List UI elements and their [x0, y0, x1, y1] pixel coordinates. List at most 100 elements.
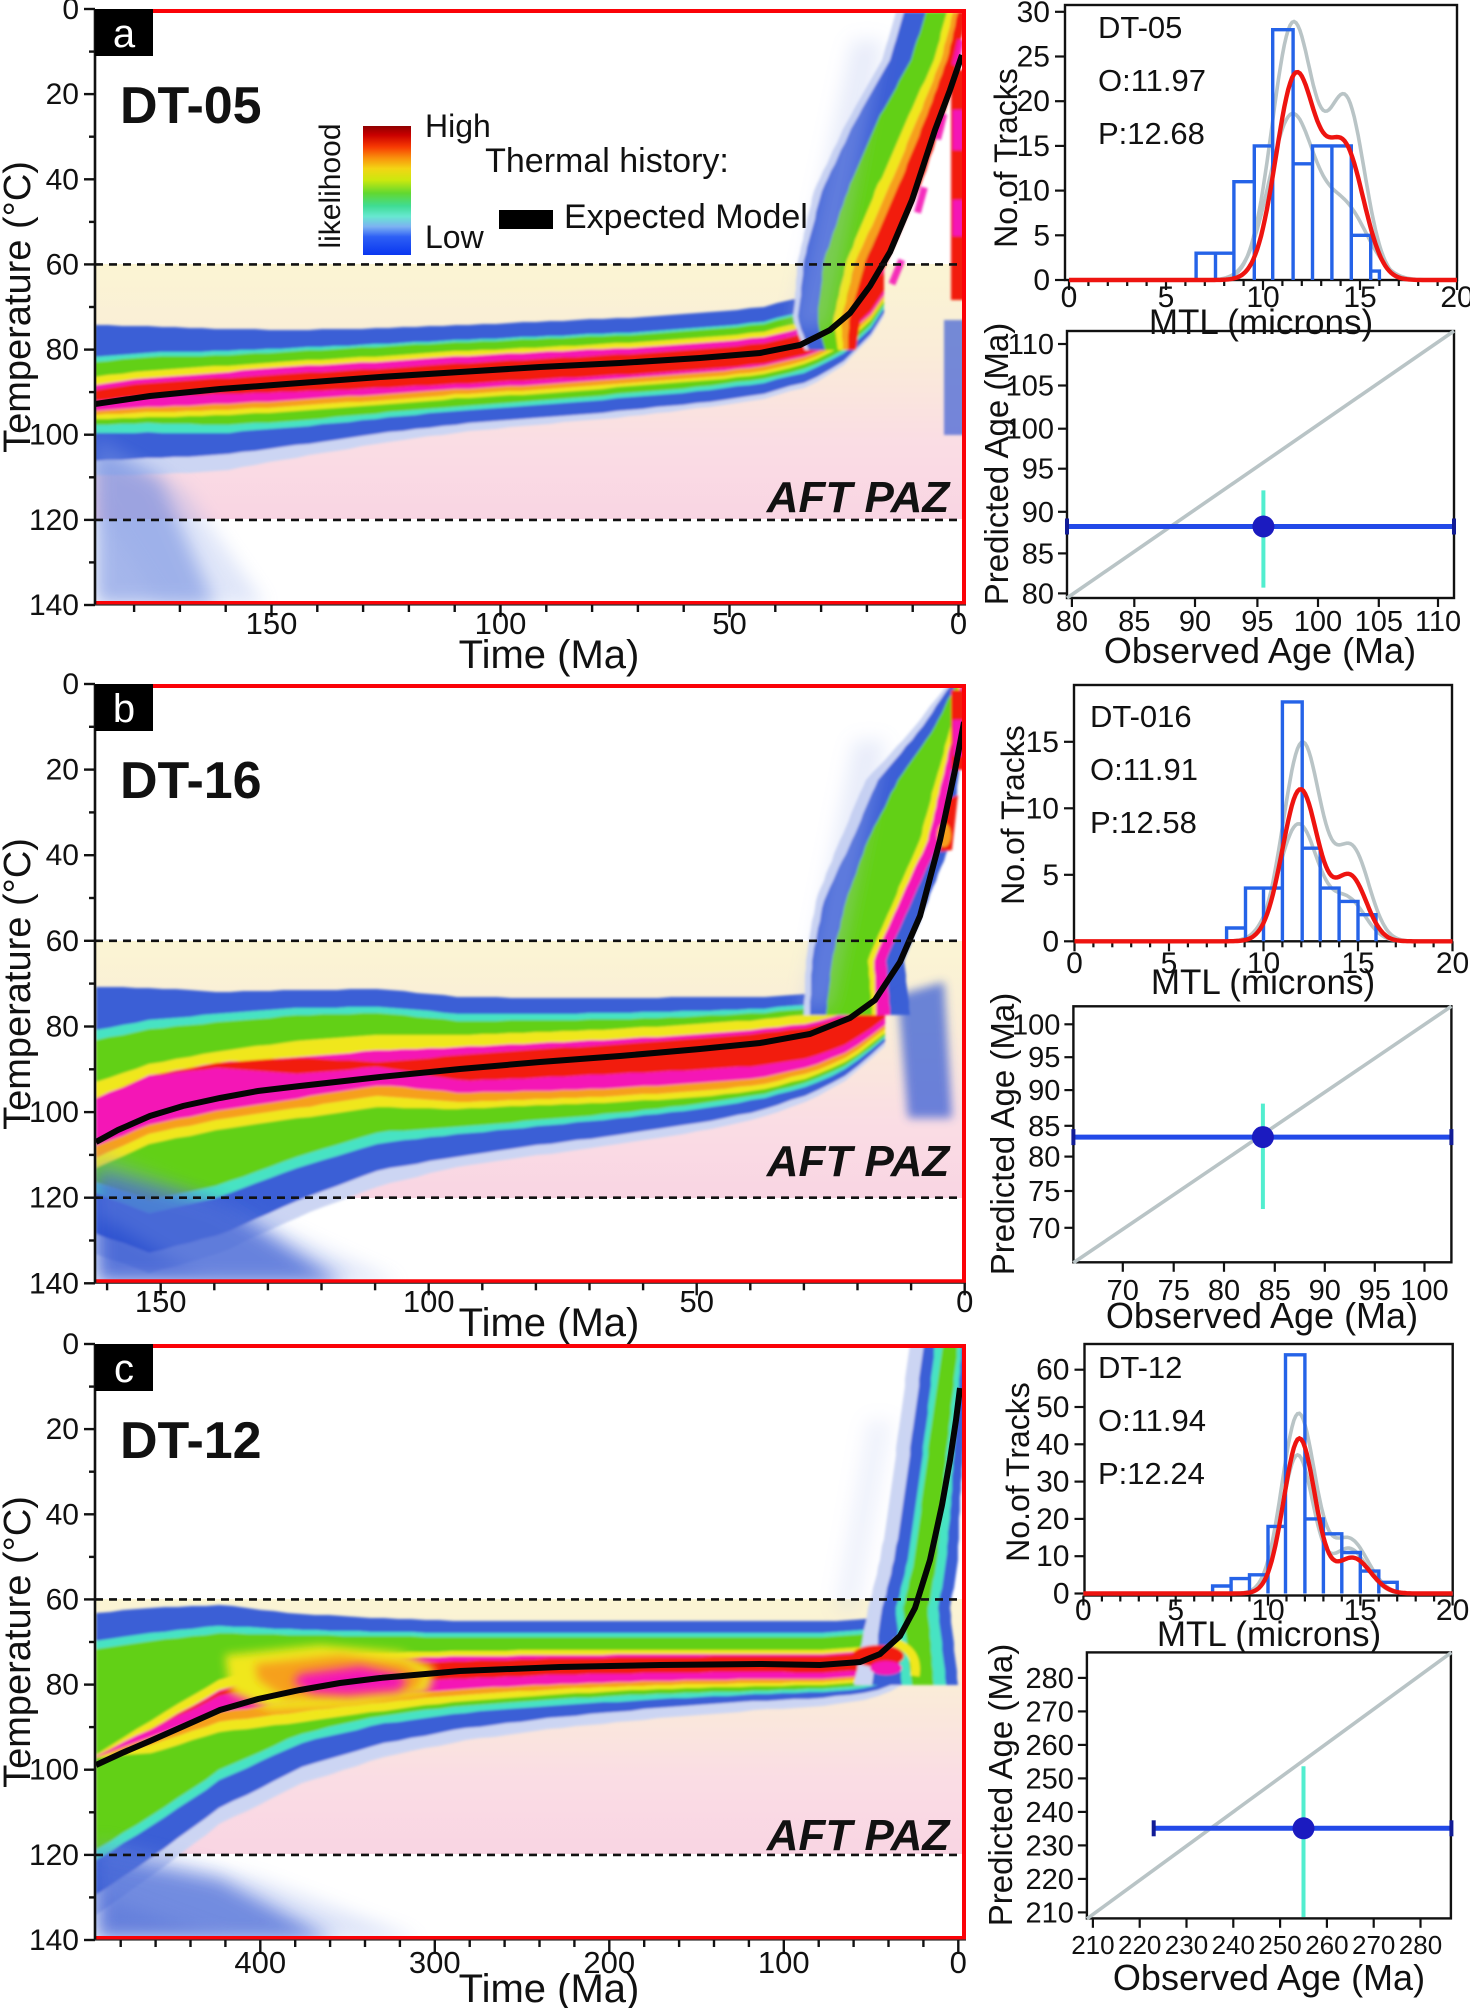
svg-text:O:11.94: O:11.94	[1098, 1403, 1206, 1438]
svg-text:Temperature (°C): Temperature (°C)	[0, 838, 39, 1130]
svg-text:95: 95	[1022, 454, 1054, 486]
svg-text:10: 10	[1251, 1594, 1284, 1627]
svg-text:No.of Tracks: No.of Tracks	[1000, 1382, 1036, 1562]
svg-text:High: High	[425, 108, 491, 144]
svg-text:80: 80	[46, 1011, 79, 1044]
svg-text:95: 95	[1359, 1275, 1391, 1307]
svg-text:40: 40	[46, 839, 79, 872]
svg-text:0: 0	[1053, 1578, 1070, 1611]
svg-text:60: 60	[46, 248, 79, 281]
svg-text:105: 105	[1355, 606, 1403, 638]
svg-text:40: 40	[1036, 1428, 1069, 1461]
svg-text:15: 15	[1017, 130, 1050, 163]
svg-text:30: 30	[1017, 0, 1050, 29]
svg-text:20: 20	[1436, 1594, 1469, 1627]
svg-text:0: 0	[1066, 947, 1083, 980]
svg-text:100: 100	[29, 419, 79, 452]
svg-text:likelihood: likelihood	[314, 123, 347, 248]
svg-text:0: 0	[950, 606, 967, 641]
svg-text:50: 50	[712, 606, 746, 641]
svg-text:Predicted Age (Ma): Predicted Age (Ma)	[984, 993, 1021, 1275]
svg-text:240: 240	[1212, 1930, 1255, 1960]
svg-text:260: 260	[1305, 1930, 1348, 1960]
svg-text:No.of Tracks: No.of Tracks	[988, 68, 1024, 248]
svg-text:95: 95	[1028, 1042, 1060, 1074]
svg-text:120: 120	[29, 1839, 79, 1872]
svg-text:10: 10	[1017, 175, 1050, 208]
svg-text:15: 15	[1344, 1594, 1377, 1627]
svg-text:280: 280	[1399, 1930, 1442, 1960]
svg-text:400: 400	[234, 1945, 286, 1980]
svg-text:230: 230	[1165, 1930, 1208, 1960]
svg-text:280: 280	[1026, 1663, 1074, 1695]
svg-text:Time (Ma): Time (Ma)	[459, 1967, 640, 2008]
svg-text:120: 120	[29, 1182, 79, 1215]
svg-text:110: 110	[1415, 606, 1461, 638]
svg-text:c: c	[114, 1347, 134, 1391]
svg-text:20: 20	[46, 1413, 79, 1446]
svg-text:15: 15	[1341, 947, 1374, 980]
svg-text:270: 270	[1026, 1696, 1074, 1728]
svg-text:15: 15	[1026, 726, 1059, 759]
svg-text:0: 0	[1042, 925, 1059, 958]
svg-text:270: 270	[1352, 1930, 1395, 1960]
svg-text:20: 20	[1036, 1503, 1069, 1536]
svg-text:120: 120	[29, 504, 79, 537]
svg-text:210: 210	[1026, 1897, 1074, 1929]
svg-text:50: 50	[679, 1284, 713, 1319]
svg-text:260: 260	[1026, 1730, 1074, 1762]
svg-text:90: 90	[1179, 606, 1211, 638]
svg-text:70: 70	[1028, 1213, 1060, 1245]
svg-text:80: 80	[1022, 578, 1054, 610]
svg-text:5: 5	[1161, 947, 1178, 980]
svg-text:0: 0	[956, 1284, 973, 1319]
svg-text:DT-016: DT-016	[1090, 699, 1192, 734]
svg-text:100: 100	[475, 606, 527, 641]
svg-text:75: 75	[1158, 1275, 1190, 1307]
svg-text:Observed Age (Ma): Observed Age (Ma)	[1113, 1957, 1425, 1998]
svg-text:100: 100	[1294, 606, 1342, 638]
svg-text:90: 90	[1022, 497, 1054, 529]
svg-text:50: 50	[1036, 1391, 1069, 1424]
svg-text:AFT PAZ: AFT PAZ	[766, 1137, 952, 1186]
svg-text:75: 75	[1028, 1176, 1060, 1208]
svg-text:100: 100	[403, 1284, 455, 1319]
svg-text:25: 25	[1017, 41, 1050, 74]
svg-text:10: 10	[1036, 1540, 1069, 1573]
svg-text:70: 70	[1107, 1275, 1139, 1307]
svg-text:Time (Ma): Time (Ma)	[459, 1301, 640, 1345]
svg-text:0: 0	[950, 1945, 967, 1980]
svg-text:DT-16: DT-16	[120, 752, 262, 810]
svg-text:220: 220	[1118, 1930, 1161, 1960]
svg-text:300: 300	[409, 1945, 461, 1980]
svg-text:200: 200	[583, 1945, 635, 1980]
svg-text:Observed Age (Ma): Observed Age (Ma)	[1104, 630, 1416, 671]
svg-text:AFT PAZ: AFT PAZ	[766, 1811, 952, 1860]
svg-text:40: 40	[46, 163, 79, 196]
svg-text:210: 210	[1071, 1930, 1114, 1960]
svg-text:90: 90	[1309, 1275, 1341, 1307]
svg-text:100: 100	[758, 1945, 810, 1980]
svg-text:5: 5	[1042, 859, 1059, 892]
svg-text:140: 140	[29, 1267, 79, 1300]
svg-text:DT-05: DT-05	[120, 77, 262, 135]
svg-text:0: 0	[1075, 1594, 1092, 1627]
svg-text:85: 85	[1259, 1275, 1291, 1307]
svg-text:90: 90	[1028, 1075, 1060, 1107]
svg-text:85: 85	[1028, 1111, 1060, 1143]
svg-text:O:11.97: O:11.97	[1098, 63, 1206, 98]
svg-text:Observed Age (Ma): Observed Age (Ma)	[1106, 1295, 1418, 1336]
svg-text:Temperature (°C): Temperature (°C)	[0, 1496, 39, 1788]
svg-text:P:12.24: P:12.24	[1098, 1456, 1205, 1491]
svg-text:a: a	[113, 12, 136, 56]
svg-text:85: 85	[1022, 538, 1054, 570]
svg-text:95: 95	[1241, 606, 1273, 638]
svg-text:No.of Tracks: No.of Tracks	[995, 725, 1031, 905]
svg-text:230: 230	[1026, 1830, 1074, 1862]
svg-text:5: 5	[1167, 1594, 1184, 1627]
svg-text:Time (Ma): Time (Ma)	[459, 633, 640, 677]
svg-text:Expected Model: Expected Model	[564, 198, 808, 236]
svg-text:80: 80	[1056, 606, 1088, 638]
svg-text:P:12.58: P:12.58	[1090, 805, 1197, 840]
svg-text:30: 30	[1036, 1466, 1069, 1499]
